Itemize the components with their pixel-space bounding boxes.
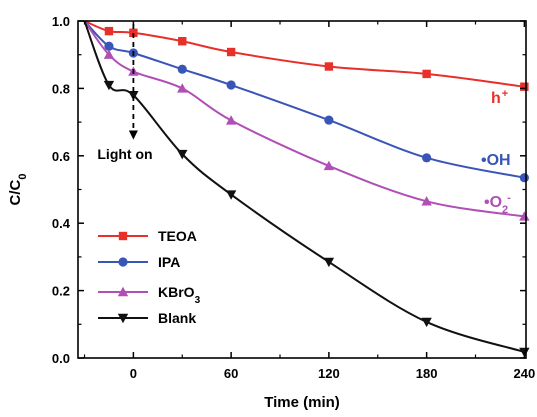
data-point-teoa: [178, 37, 187, 46]
light-on-arrow-head: [128, 130, 138, 140]
data-point-blank: [225, 190, 237, 200]
legend-marker: [117, 313, 129, 324]
series-blank: [83, 20, 530, 358]
legend-label: Blank: [158, 310, 196, 326]
x-tick-label: 0: [130, 366, 137, 381]
y-tick-label: 1.0: [52, 14, 70, 29]
series-annotation-ipa: •OH: [481, 152, 511, 169]
data-point-kbro3: [177, 83, 188, 93]
y-axis-title: C/C0: [7, 174, 29, 206]
x-tick-label: 240: [514, 366, 536, 381]
legend-item-teoa: TEOA: [98, 228, 197, 244]
legend-marker: [118, 231, 128, 241]
legend-item-blank: Blank: [98, 310, 196, 326]
data-point-blank: [323, 257, 335, 268]
data-point-blank: [421, 317, 432, 328]
y-tick-label: 0.6: [52, 149, 70, 164]
legend-label: IPA: [158, 254, 180, 270]
axes: 0.0 0.2 0.4 0.6 0.8 1.0 0 60 120 180 240: [52, 14, 535, 381]
y-tick-label: 0.0: [52, 351, 70, 366]
data-point-kbro3: [421, 196, 432, 206]
data-point-ipa: [519, 173, 529, 183]
y-tick-label: 0.2: [52, 284, 70, 299]
data-point-blank: [128, 90, 139, 101]
data-point-kbro3: [103, 49, 115, 59]
data-point-ipa: [104, 41, 114, 51]
y-tick-label: 0.8: [52, 81, 70, 96]
data-point-teoa: [422, 69, 431, 79]
data-point-teoa: [520, 82, 529, 91]
plot-frame: [77, 20, 527, 359]
series-teoa: [84, 20, 529, 91]
x-tick-label: 60: [224, 366, 238, 381]
x-tick-label: 180: [416, 366, 438, 381]
x-tick-label: 120: [318, 366, 340, 381]
legend-label: KBrO3: [158, 284, 201, 306]
light-on-annotation: Light on: [97, 24, 153, 162]
legend-marker: [117, 286, 129, 297]
x-axis-title: Time (min): [264, 394, 340, 411]
legend: TEOA IPA KBrO3 Blank: [98, 228, 201, 326]
series-line-kbro3: [83, 20, 525, 218]
data-point-teoa: [104, 26, 114, 36]
data-point-kbro3: [519, 211, 530, 221]
legend-marker: [118, 257, 128, 267]
data-point-teoa: [226, 47, 236, 57]
legend-item-ipa: IPA: [98, 254, 180, 270]
data-point-teoa: [324, 62, 334, 71]
data-point-teoa: [129, 28, 138, 37]
data-point-ipa: [422, 153, 432, 163]
plot-area: Light on h+ •OH •O2-: [83, 20, 530, 358]
legend-label: TEOA: [158, 228, 197, 244]
data-point-kbro3: [323, 160, 335, 171]
data-point-kbro3: [225, 115, 237, 125]
data-point-ipa: [177, 64, 187, 74]
data-point-blank: [103, 80, 115, 91]
data-point-ipa: [324, 115, 334, 125]
y-tick-label: 0.4: [52, 216, 71, 231]
data-point-blank: [177, 149, 188, 160]
legend-item-kbro3: KBrO3: [98, 284, 201, 306]
series-line-blank: [83, 20, 525, 353]
series-annotation-kbro3: •O2-: [484, 192, 511, 216]
series-kbro3: [83, 20, 530, 221]
data-point-ipa: [226, 80, 236, 90]
series-annotation-teoa: h+: [491, 88, 508, 107]
light-on-label: Light on: [97, 146, 152, 162]
